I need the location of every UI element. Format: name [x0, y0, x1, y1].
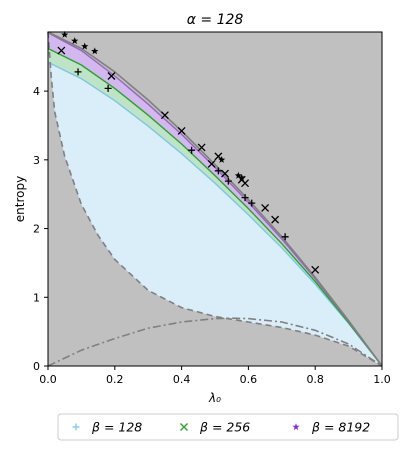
data-point: [71, 37, 79, 44]
chart-title: α = 128: [187, 12, 244, 28]
data-point: [74, 68, 82, 76]
data-point: [261, 203, 270, 212]
data-point: [91, 47, 99, 55]
y-tick-label: 3: [33, 154, 40, 167]
legend-label: β = 256: [199, 420, 250, 435]
region-beta-128: [48, 32, 382, 366]
data-point: [271, 215, 280, 224]
x-tick-label: 0.2: [106, 373, 124, 386]
data-point: [188, 146, 196, 154]
curve-beta-128: [47, 61, 383, 367]
legend: β = 128 β = 256 β = 8192: [57, 413, 399, 441]
legend-entry: β = 128: [72, 420, 142, 435]
data-point: [197, 143, 206, 152]
data-point: [218, 156, 226, 163]
legend-marker: [180, 423, 188, 431]
y-tick-label: 0: [33, 360, 40, 373]
x-axis-label: λ₀: [208, 391, 221, 405]
legend-box: [57, 413, 399, 441]
curve-dashdot: [47, 317, 383, 367]
data-point: [238, 173, 246, 181]
x-tick-label: 0.8: [306, 373, 324, 386]
curve-lower-bound: [47, 31, 383, 367]
legend-entry: β = 256: [180, 420, 250, 435]
data-point: [224, 177, 232, 185]
y-tick-label: 2: [33, 223, 40, 236]
data-point: [177, 127, 186, 135]
legend-label: β = 8192: [311, 420, 370, 435]
legend-entry: β = 8192: [292, 420, 370, 435]
legend-marker: [292, 423, 300, 431]
data-point: [234, 171, 242, 179]
legend-label: β = 128: [91, 420, 142, 435]
y-axis-label: entropy: [13, 176, 27, 222]
series-0: [74, 68, 289, 241]
data-point: [221, 169, 229, 178]
data-point: [81, 42, 89, 50]
data-point: [61, 30, 69, 38]
x-tick-label: 0.0: [39, 373, 57, 386]
y-tick-label: 4: [33, 85, 40, 98]
legend-marker: [72, 423, 80, 431]
data-point: [104, 84, 112, 92]
axes-frame: [47, 31, 383, 367]
series-2: [61, 30, 246, 181]
x-tick-label: 0.4: [173, 373, 191, 386]
data-point: [57, 46, 66, 55]
plot-area: [47, 31, 383, 367]
x-tick-label: 1.0: [373, 373, 391, 386]
y-tick-label: 1: [33, 291, 40, 304]
curve-upper-bound: [47, 31, 383, 367]
data-point: [214, 167, 222, 175]
data-point: [107, 72, 116, 80]
data-point: [281, 233, 289, 241]
curve-beta-256: [47, 47, 383, 367]
data-point: [248, 199, 256, 207]
axes: 0.0 0.2 0.4 0.6 0.8 1.0 0 1 2 3 4: [33, 31, 391, 386]
data-point: [207, 159, 216, 168]
data-point: [241, 179, 250, 188]
data-marks: [57, 30, 320, 274]
data-point: [160, 111, 169, 120]
x-tick-label: 0.6: [240, 373, 258, 386]
data-point: [241, 194, 249, 202]
data-point: [311, 265, 320, 274]
